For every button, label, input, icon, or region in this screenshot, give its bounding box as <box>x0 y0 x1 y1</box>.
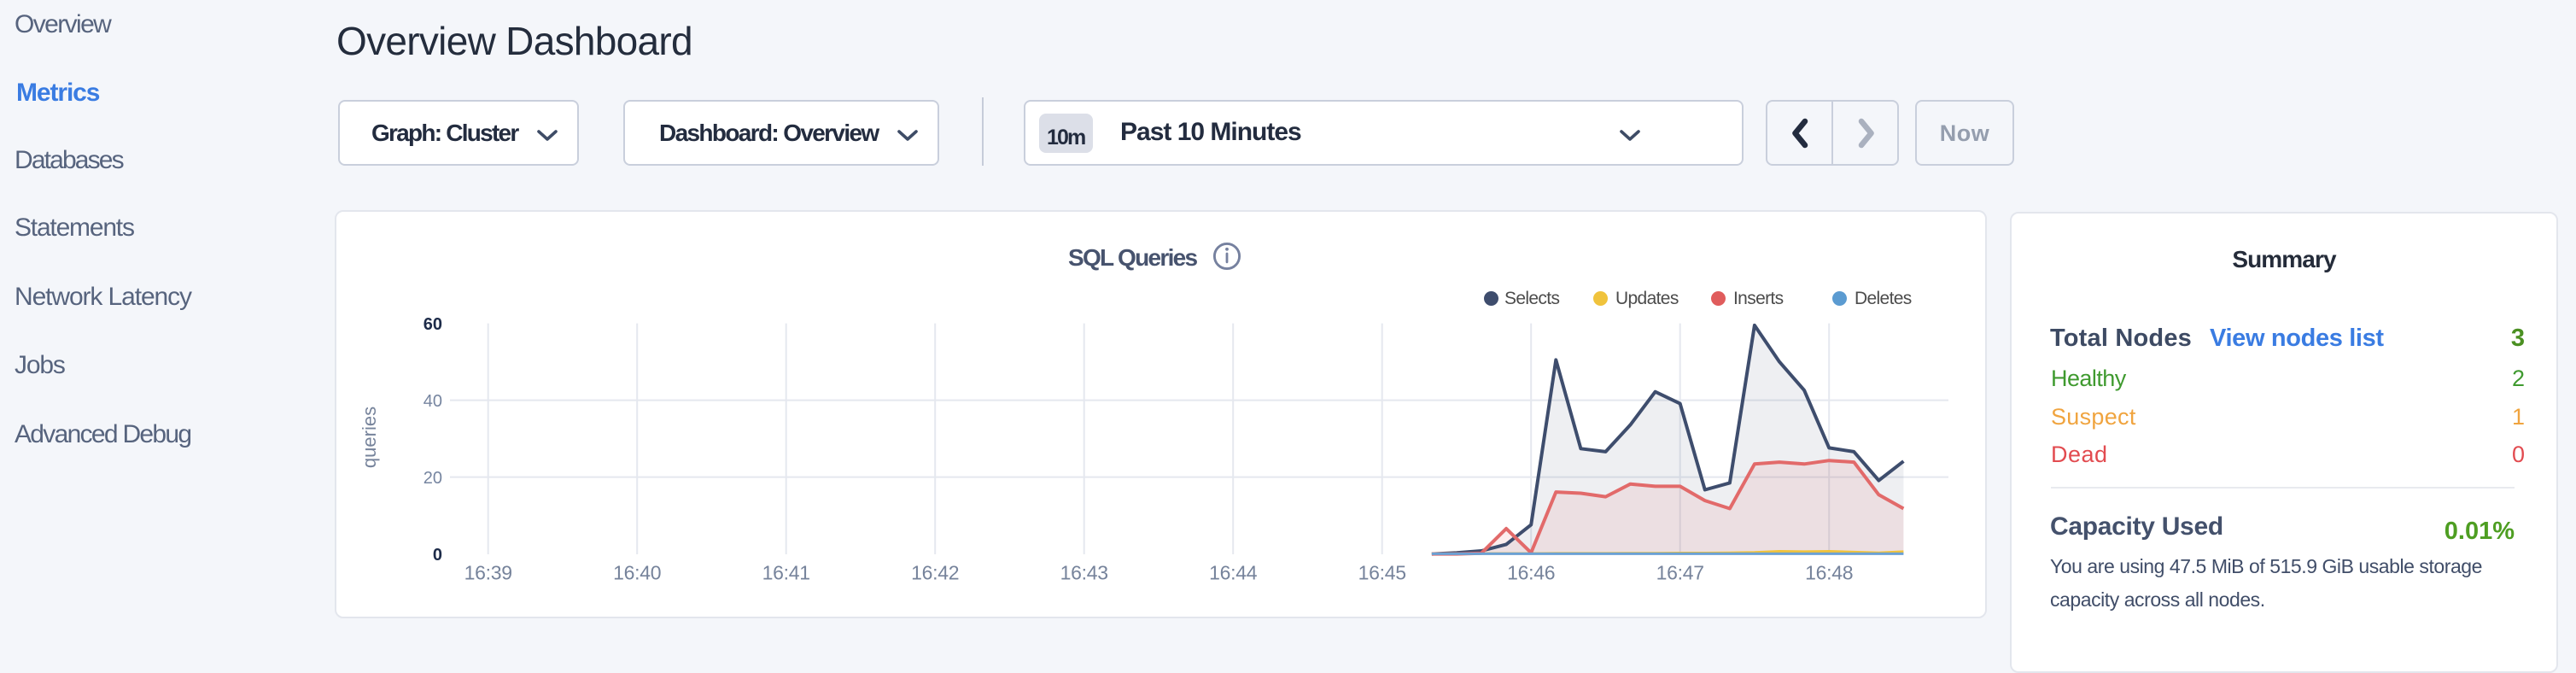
svg-text:16:44: 16:44 <box>1209 562 1258 584</box>
svg-text:0: 0 <box>433 546 442 565</box>
svg-text:16:48: 16:48 <box>1805 562 1853 584</box>
svg-text:20: 20 <box>423 469 442 488</box>
svg-text:queries: queries <box>359 407 380 468</box>
svg-text:60: 60 <box>423 315 442 334</box>
svg-text:16:42: 16:42 <box>911 562 959 584</box>
svg-text:40: 40 <box>423 392 442 411</box>
svg-text:16:46: 16:46 <box>1507 562 1555 584</box>
svg-text:16:43: 16:43 <box>1060 562 1108 584</box>
svg-text:16:40: 16:40 <box>613 562 661 584</box>
svg-text:16:45: 16:45 <box>1358 562 1406 584</box>
svg-text:16:41: 16:41 <box>762 562 810 584</box>
svg-text:16:39: 16:39 <box>464 562 512 584</box>
svg-text:16:47: 16:47 <box>1656 562 1704 584</box>
